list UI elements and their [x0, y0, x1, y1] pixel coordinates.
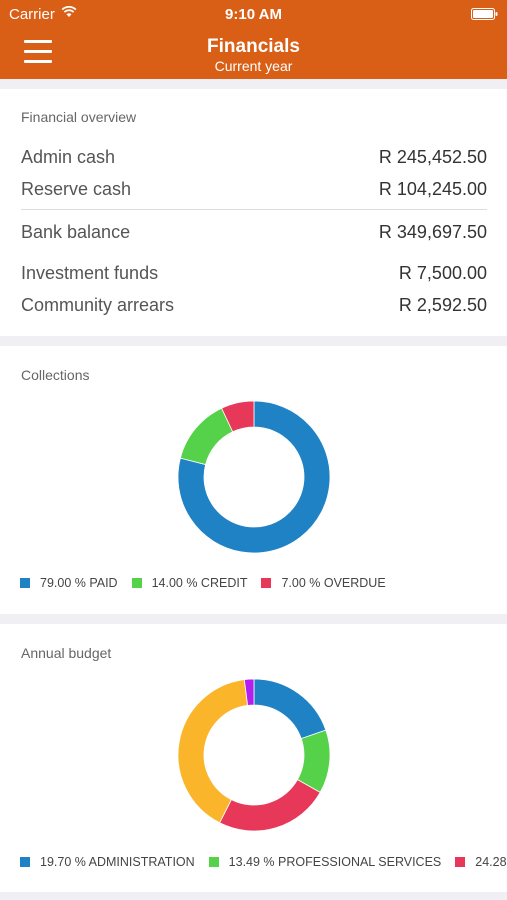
legend-swatch-administration	[20, 857, 30, 867]
legend-swatch-overdue	[261, 578, 272, 588]
legend-label-third-category: 24.28 %	[475, 855, 507, 869]
annual-budget-legend: 19.70 % ADMINISTRATION 13.49 % PROFESSIO…	[20, 855, 507, 869]
legend-item-overdue: 7.00 % OVERDUE	[261, 576, 386, 590]
community-arrears-label: Community arrears	[21, 295, 175, 315]
admin-cash-row: Admin cash R 245,452.50	[21, 147, 487, 171]
page-title: Financials	[207, 36, 300, 57]
annual-budget-card: Annual budget 19.70 % ADMINISTRATION 13.…	[0, 624, 507, 892]
collections-donut-chart	[178, 401, 330, 553]
battery-icon	[471, 7, 498, 20]
annual-budget-title: Annual budget	[21, 645, 112, 661]
donut-slice-paid	[178, 401, 330, 553]
legend-label-paid: 79.00 % PAID	[40, 576, 118, 590]
bank-balance-row: Bank balance R 349,697.50	[21, 222, 487, 246]
community-arrears-row: Community arrears R 2,592.50	[21, 295, 487, 319]
admin-cash-value: R 245,452.50	[378, 147, 487, 167]
clock: 9:10 AM	[225, 6, 282, 23]
donut-slice-overdue	[221, 401, 255, 433]
legend-swatch-third-category	[455, 857, 466, 867]
legend-item-administration: 19.70 % ADMINISTRATION	[20, 855, 195, 869]
collections-title: Collections	[21, 367, 90, 383]
legend-label-overdue: 7.00 % OVERDUE	[281, 576, 386, 590]
financial-overview-title: Financial overview	[21, 109, 137, 125]
legend-item-paid: 79.00 % PAID	[20, 576, 118, 590]
collections-legend: 79.00 % PAID 14.00 % CREDIT 7.00 % OVERD…	[20, 576, 400, 590]
page-subtitle: Current year	[214, 58, 293, 74]
carrier-label: Carrier	[9, 6, 55, 23]
investment-funds-value: R 7,500.00	[398, 263, 487, 283]
legend-item-professional-services: 13.49 % PROFESSIONAL SERVICES	[208, 855, 442, 869]
donut-slice-segment-3	[219, 779, 321, 831]
overview-divider	[21, 209, 487, 210]
reserve-cash-value: R 104,245.00	[378, 179, 487, 199]
legend-swatch-paid	[20, 578, 30, 588]
bank-balance-label: Bank balance	[21, 222, 131, 242]
reserve-cash-label: Reserve cash	[21, 179, 132, 199]
donut-slice-credit	[179, 407, 234, 466]
legend-label-administration: 19.70 % ADMINISTRATION	[40, 855, 195, 869]
investment-funds-row: Investment funds R 7,500.00	[21, 263, 487, 287]
reserve-cash-row: Reserve cash R 104,245.00	[21, 179, 487, 203]
collections-card: Collections 79.00 % PAID 14.00 % CREDIT …	[0, 346, 507, 614]
status-bar: Carrier 9:10 AM	[0, 0, 507, 28]
bank-balance-value: R 349,697.50	[378, 222, 487, 242]
financial-overview-card: Financial overview Admin cash R 245,452.…	[0, 89, 507, 336]
legend-item-credit: 14.00 % CREDIT	[131, 576, 248, 590]
legend-label-credit: 14.00 % CREDIT	[151, 576, 248, 590]
admin-cash-label: Admin cash	[21, 147, 116, 167]
donut-slice-segment-4	[178, 679, 249, 824]
donut-slice-segment-5	[243, 679, 255, 706]
community-arrears-value: R 2,592.50	[398, 295, 487, 315]
annual-budget-donut-chart	[178, 679, 330, 831]
nav-bar: Financials Current year	[0, 28, 507, 79]
donut-slice-administration	[253, 679, 327, 740]
legend-swatch-professional-services	[208, 857, 219, 867]
wifi-icon	[61, 5, 77, 24]
legend-swatch-credit	[131, 578, 142, 588]
hamburger-menu-icon[interactable]	[24, 40, 52, 64]
investment-funds-label: Investment funds	[21, 263, 159, 283]
legend-label-professional-services: 13.49 % PROFESSIONAL SERVICES	[228, 855, 442, 869]
legend-item-third-category: 24.28 %	[455, 855, 507, 869]
